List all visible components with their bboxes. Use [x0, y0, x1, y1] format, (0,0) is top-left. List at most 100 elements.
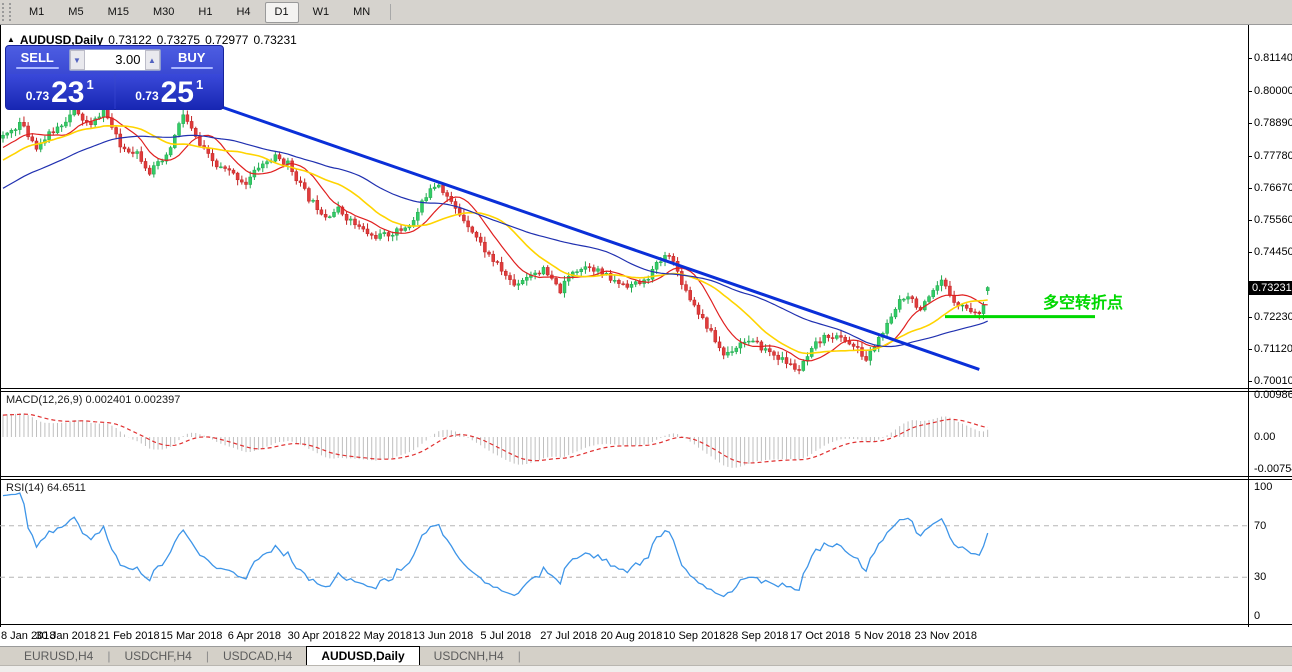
date-tick-label: 30 Apr 2018	[287, 630, 347, 642]
one-click-trading-panel: SELL ▼ 3.00 ▲ BUY 0.73 23 1 0.73 25 1	[5, 45, 224, 110]
rsi-panel[interactable]	[0, 492, 1248, 598]
macd-signal-line	[2, 413, 988, 464]
date-tick-label: 28 Sep 2018	[725, 630, 789, 642]
price-tick-mark	[1248, 381, 1252, 382]
price-tick-label: 0.81140	[1254, 52, 1292, 64]
timeframe-button-m15[interactable]: M15	[107, 5, 129, 18]
price-tick-mark	[1248, 91, 1252, 93]
date-tick-label: 23 Nov 2018	[914, 630, 977, 642]
price-tick-label: 0.77780	[1254, 149, 1292, 162]
ohlc-high: 0.73275	[156, 33, 201, 47]
rsi-axis-label: 70	[1254, 519, 1267, 532]
timeframe-button-h4[interactable]: H4	[236, 5, 251, 18]
macd-panel[interactable]	[2, 413, 989, 468]
date-tick-label: 10 Sep 2018	[663, 630, 726, 642]
timeframe-button-mn[interactable]: MN	[353, 5, 371, 18]
buy-price-tile[interactable]: 0.73 25 1	[115, 74, 223, 110]
chart-tab-usdcnhh4[interactable]: USDCNH,H4	[433, 649, 504, 663]
chart-tab-usdchfh4[interactable]: USDCHF,H4	[124, 649, 192, 663]
price-tick-label: 0.76670	[1254, 181, 1292, 194]
price-tick-mark	[1248, 348, 1252, 350]
status-strip	[0, 665, 1292, 672]
ohlc-close: 0.73231	[253, 33, 297, 47]
date-tick-label: 17 Oct 2018	[790, 630, 851, 642]
date-axis: 8 Jan 2018 30 Jan 2018 21 Feb 2018 15 Mar 2…	[0, 627, 1292, 645]
timeframe-button-w1[interactable]: W1	[312, 5, 330, 18]
panel-separator-main-macd[interactable]	[1, 388, 1292, 392]
price-tick-label: 0.74450	[1254, 246, 1292, 259]
current-price-badge: 0.73231	[1249, 280, 1292, 295]
price-tick-mark	[1248, 316, 1252, 318]
price-tick-label: 0.72230	[1254, 310, 1292, 323]
date-tick-label: 5 Jul 2018	[480, 630, 532, 642]
macd-axis-label: -0.007543	[1254, 463, 1292, 476]
price-tick-label: 0.80000	[1254, 85, 1292, 98]
chart-tab-bar: EURUSD,H4 | USDCHF,H4 | USDCAD,H4 AUDUSD,Dail…	[0, 646, 1292, 666]
macd-axis-label: 0.00	[1254, 431, 1276, 443]
date-tick-label: 15 Mar 2018	[160, 630, 223, 642]
sell-button[interactable]: SELL	[6, 50, 69, 69]
collapse-arrow-icon[interactable]: ▲	[7, 35, 15, 44]
volume-spinner: ▼ 3.00 ▲	[68, 48, 161, 71]
candles-layer	[1, 102, 990, 375]
date-tick-label: 27 Jul 2018	[540, 630, 598, 642]
macd-axis-label: 0.009863	[1254, 389, 1292, 401]
sell-price-tile[interactable]: 0.73 23 1	[6, 74, 114, 110]
rsi-axis-label: 0	[1254, 610, 1261, 622]
chart-tab-usdcadh4[interactable]: USDCAD,H4	[222, 649, 293, 663]
price-tick-label: 0.70010	[1254, 375, 1292, 387]
rsi-axis-label: 30	[1254, 571, 1267, 584]
price-tick-mark	[1248, 123, 1252, 125]
price-tick-mark	[1248, 187, 1252, 189]
timeframe-button-h1[interactable]: H1	[198, 5, 213, 18]
ohlc-low: 0.72977	[205, 33, 249, 47]
date-tick-label: 5 Nov 2018	[854, 630, 912, 642]
timeframe-button-m5[interactable]: M5	[68, 5, 84, 18]
toolbar-grip-handle[interactable]	[2, 3, 11, 21]
descending-trendline[interactable]	[119, 70, 980, 371]
rsi-line	[2, 492, 989, 598]
panel-separator-macd-rsi[interactable]	[1, 476, 1292, 480]
date-tick-label: 22 May 2018	[348, 630, 412, 642]
tab-separator: |	[205, 649, 209, 663]
timeframe-toolbar: M1 M5 M15 M30 H1 H4 D1 W1 MN	[0, 0, 1292, 25]
chart-window[interactable]	[0, 25, 1292, 645]
volume-input[interactable]: 3.00	[115, 52, 141, 67]
price-tick-mark	[1248, 252, 1252, 254]
date-tick-label: 30 Jan 2018	[35, 630, 97, 642]
price-tick-label: 0.71120	[1254, 342, 1292, 355]
date-tick-label: 6 Apr 2018	[227, 630, 281, 642]
timeframe-button-m30[interactable]: M30	[152, 5, 175, 18]
toolbar-separator	[390, 4, 392, 20]
rsi-axis-label: 100	[1254, 481, 1273, 493]
date-tick-label: 21 Feb 2018	[97, 630, 160, 642]
buy-button[interactable]: BUY	[161, 50, 224, 69]
chart-tab-eurusdh4[interactable]: EURUSD,H4	[24, 649, 94, 663]
price-axis-line	[1248, 25, 1249, 645]
price-tick-mark	[1248, 219, 1252, 221]
chart-tab-audusddaily[interactable]: AUDUSD,Daily	[306, 646, 420, 666]
main-price-panel[interactable]: 多空转折点	[1, 70, 1124, 375]
chart-title: ▲ AUDUSD,Daily 0.73122 0.73275 0.72977 0…	[7, 33, 297, 47]
timeframe-button-d1[interactable]: D1	[264, 1, 299, 23]
price-tick-mark	[1248, 58, 1252, 59]
moving-average-21	[2, 124, 988, 355]
volume-decrease-icon[interactable]: ▼	[69, 49, 85, 70]
macd-label: MACD(12,26,9) 0.002401 0.002397	[6, 394, 181, 406]
annotation-text[interactable]: 多空转折点	[1043, 293, 1123, 312]
price-tick-label: 0.75560	[1254, 213, 1292, 226]
date-tick-label: 8 Jan 2018	[1, 630, 56, 642]
moving-average-45	[2, 134, 988, 348]
tab-separator: |	[517, 649, 521, 663]
ohlc-open: 0.73122	[108, 33, 152, 47]
volume-increase-icon[interactable]: ▲	[144, 49, 160, 70]
timeframe-button-m1[interactable]: M1	[29, 5, 45, 18]
date-tick-label: 20 Aug 2018	[600, 630, 663, 642]
rsi-label: RSI(14) 64.6511	[6, 482, 86, 494]
moving-average-10	[2, 116, 988, 362]
price-tick-label: 0.78890	[1254, 117, 1292, 130]
tab-separator: |	[107, 649, 111, 663]
price-tick-mark	[1248, 155, 1252, 157]
